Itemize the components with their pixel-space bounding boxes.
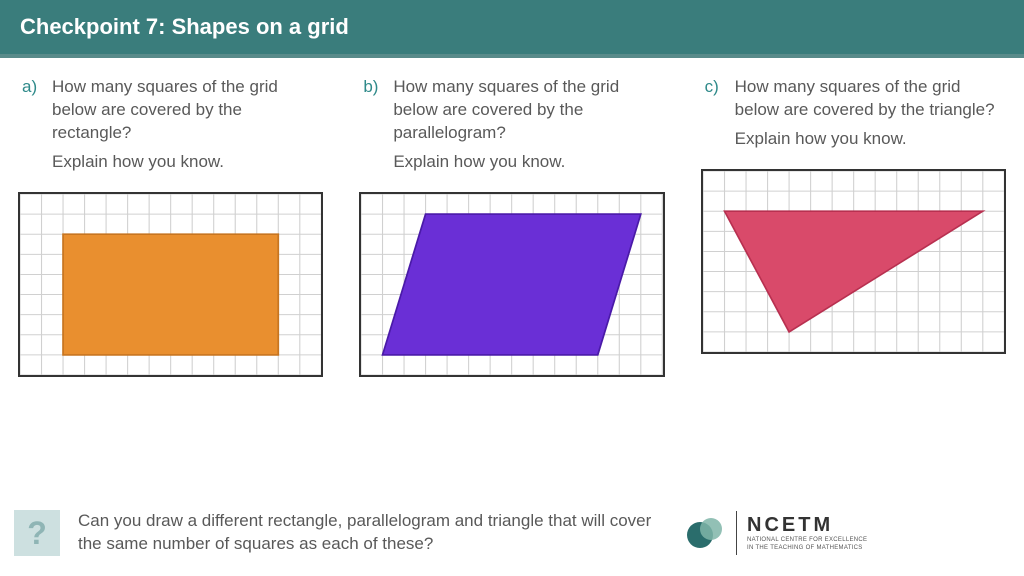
question-mark-icon: ? <box>27 515 47 552</box>
question-letter: c) <box>705 76 725 151</box>
question-main: How many squares of the grid below are c… <box>393 76 660 145</box>
logo-name: NCETM <box>747 514 867 537</box>
questions-row: a) How many squares of the grid below ar… <box>0 58 1024 377</box>
grid-a <box>18 192 323 377</box>
grid-b <box>359 192 664 377</box>
question-body: How many squares of the grid below are c… <box>393 76 660 174</box>
grid-svg-b <box>361 194 662 375</box>
question-body: How many squares of the grid below are c… <box>52 76 319 174</box>
logo-text: NCETM NATIONAL CENTRE FOR EXCELLENCE IN … <box>747 514 867 551</box>
grid-c <box>701 169 1006 354</box>
logo-sub2: IN THE TEACHING OF MATHEMATICS <box>747 545 867 552</box>
question-sub: Explain how you know. <box>735 128 1002 151</box>
page-title: Checkpoint 7: Shapes on a grid <box>20 14 349 39</box>
question-main: How many squares of the grid below are c… <box>735 76 1002 122</box>
question-letter: b) <box>363 76 383 174</box>
column-a: a) How many squares of the grid below ar… <box>14 76 327 377</box>
question-a: a) How many squares of the grid below ar… <box>14 76 327 174</box>
ncetm-logo: NCETM NATIONAL CENTRE FOR EXCELLENCE IN … <box>686 511 867 555</box>
grid-svg-c <box>703 171 1004 352</box>
question-c: c) How many squares of the grid below ar… <box>697 76 1010 151</box>
footer: ? Can you draw a different rectangle, pa… <box>14 510 1010 556</box>
question-b: b) How many squares of the grid below ar… <box>355 76 668 174</box>
column-c: c) How many squares of the grid below ar… <box>697 76 1010 377</box>
logo-divider <box>736 511 737 555</box>
footer-text: Can you draw a different rectangle, para… <box>78 510 668 556</box>
question-letter: a) <box>22 76 42 174</box>
logo-sub1: NATIONAL CENTRE FOR EXCELLENCE <box>747 537 867 544</box>
header-bar: Checkpoint 7: Shapes on a grid <box>0 0 1024 54</box>
grid-svg-a <box>20 194 321 375</box>
hint-icon: ? <box>14 510 60 556</box>
column-b: b) How many squares of the grid below ar… <box>355 76 668 377</box>
question-main: How many squares of the grid below are c… <box>52 76 319 145</box>
question-sub: Explain how you know. <box>393 151 660 174</box>
logo-circles-icon <box>686 513 726 553</box>
question-sub: Explain how you know. <box>52 151 319 174</box>
question-body: How many squares of the grid below are c… <box>735 76 1002 151</box>
